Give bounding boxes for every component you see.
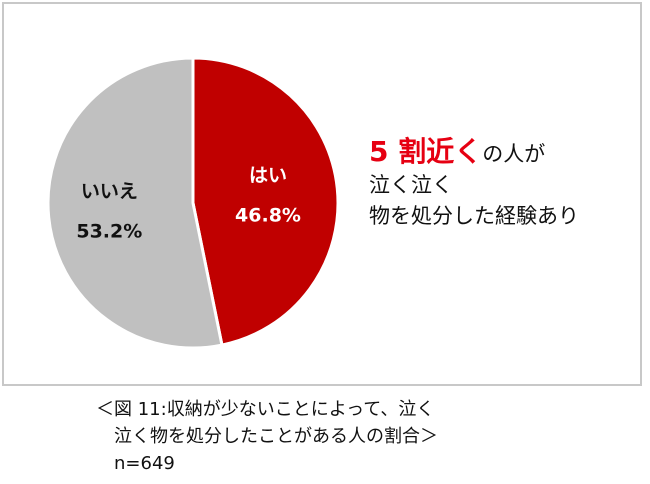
slice-value-label-yes: 46.8% <box>235 204 301 226</box>
caption-line-3: n=649 <box>114 453 175 474</box>
chart-frame: はい 46.8% いいえ 53.2% 5 割近くの人が 泣く泣く 物を処分した経験あり <box>2 2 642 386</box>
pie-slice-yes <box>191 56 340 347</box>
caption-line-2: 泣く物を処分したことがある人の割合＞ <box>114 426 438 447</box>
callout-annotation: 5 割近くの人が 泣く泣く 物を処分した経験あり <box>369 136 579 232</box>
callout-line-1-rest: の人が <box>482 142 546 166</box>
figure-caption: ＜図 11:収納が少ないことによって、泣く 泣く物を処分したことがある人の割合＞… <box>96 396 438 477</box>
slice-category-label-yes: はい <box>249 164 287 186</box>
callout-line-2: 泣く泣く <box>369 173 453 197</box>
slice-category-label-no: いいえ <box>81 180 138 202</box>
pie-chart: はい 46.8% いいえ 53.2% <box>46 56 340 350</box>
callout-highlight: 5 割近く <box>369 135 483 168</box>
callout-line-3: 物を処分した経験あり <box>369 204 579 228</box>
callout-line-1: 5 割近くの人が <box>369 136 579 170</box>
slice-value-label-no: 53.2% <box>76 220 142 242</box>
caption-line-1: ＜図 11:収納が少ないことによって、泣く <box>96 399 435 420</box>
pie-slice-no <box>46 56 224 350</box>
